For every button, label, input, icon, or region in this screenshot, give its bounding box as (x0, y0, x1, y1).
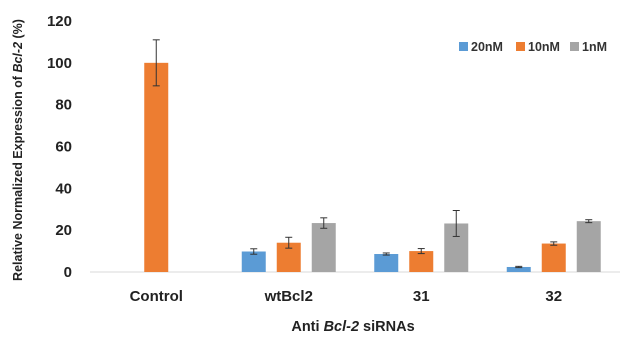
bar (374, 254, 399, 272)
x-axis-label-gene: Bcl-2 (324, 319, 359, 335)
x-tick-label: Control (130, 288, 183, 305)
y-tick-label: 60 (55, 139, 72, 156)
y-axis-label: Relative Normalized Expression of Bcl-2 … (11, 19, 25, 281)
y-tick-label: 80 (55, 97, 72, 114)
bar (241, 251, 266, 272)
legend-swatch (459, 42, 468, 51)
y-axis-ticks: 0 20 40 60 80 100 120 (47, 13, 72, 281)
bar (409, 251, 434, 272)
legend: 20nM 10nM 1nM (459, 40, 607, 54)
y-axis-label-unit: (%) (11, 19, 25, 42)
bar-series (144, 62, 601, 273)
bar (506, 266, 531, 272)
legend-item: 1nM (570, 40, 607, 54)
bar (541, 243, 566, 272)
x-axis-label-suffix: siRNAs (359, 319, 415, 335)
x-tick-label: 32 (545, 288, 562, 305)
legend-item: 20nM (459, 40, 503, 54)
y-tick-label: 120 (47, 13, 72, 30)
error-bar (452, 210, 460, 237)
x-tick-label: 31 (413, 288, 430, 305)
error-bars (152, 39, 593, 269)
legend-label: 10nM (528, 40, 560, 54)
error-bar (417, 248, 425, 255)
legend-label: 20nM (471, 40, 503, 54)
y-axis-label-gene: Bcl-2 (11, 42, 25, 73)
bar (311, 223, 336, 272)
error-bar (585, 219, 593, 224)
error-bar (152, 39, 160, 87)
error-bar (250, 248, 258, 255)
legend-item: 10nM (516, 40, 560, 54)
error-bar (320, 217, 328, 229)
legend-swatch (516, 42, 525, 51)
error-bar (550, 241, 558, 246)
legend-swatch (570, 42, 579, 51)
error-bar (382, 252, 390, 256)
y-tick-label: 100 (47, 55, 72, 72)
x-axis-category-labels: Control wtBcl2 31 32 (130, 288, 563, 305)
y-tick-label: 0 (64, 264, 72, 281)
bar (576, 221, 601, 272)
y-tick-label: 20 (55, 222, 72, 239)
x-axis-label: Anti Bcl-2 siRNAs (291, 319, 414, 335)
error-bar (285, 236, 293, 249)
x-tick-label: wtBcl2 (264, 288, 313, 305)
bar (144, 62, 169, 273)
y-tick-label: 40 (55, 180, 72, 197)
y-axis-label-part: Relative Normalized Expression of (11, 73, 25, 281)
x-axis-label-part: Anti (291, 319, 323, 335)
error-bar (515, 265, 523, 269)
legend-label: 1nM (582, 40, 607, 54)
